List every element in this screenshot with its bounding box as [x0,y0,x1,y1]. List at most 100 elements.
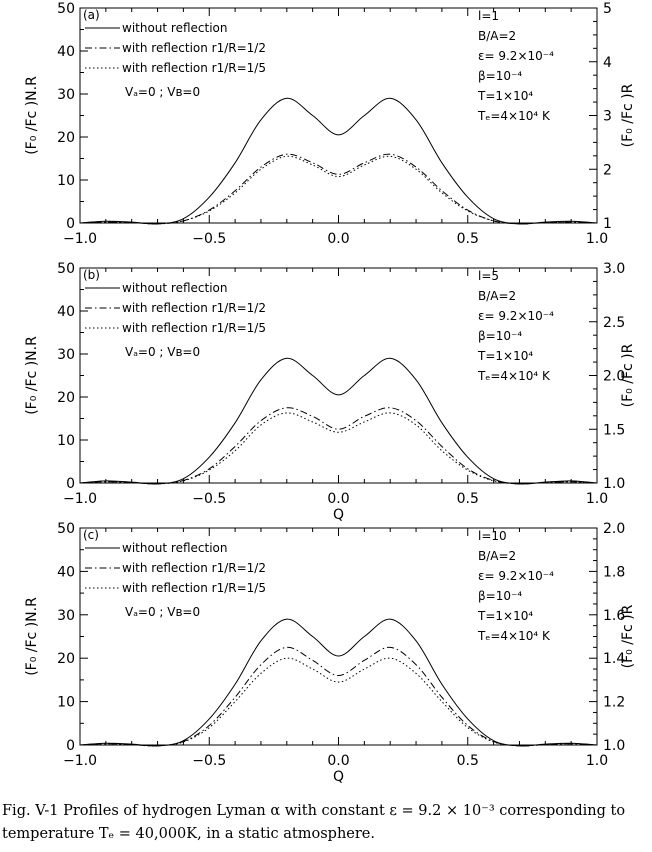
y-left-tick-label: 0 [66,738,75,754]
parameter-label: T=1×10⁴ [477,609,533,623]
parameter-label: l=1 [478,9,499,23]
y-right-tick-label: 4 [603,55,612,71]
panel-label: (b) [83,268,100,282]
y-right-tick-label: 1.0 [603,476,625,492]
y-right-tick-label: 1.0 [603,738,625,754]
y-left-tick-label: 40 [57,564,75,580]
y-left-tick-label: 0 [66,476,75,492]
parameter-label: Tₑ=4×10⁴ K [477,369,551,383]
legend-entry: with reflection r1/R=1/5 [122,321,266,335]
parameter-label: β=10⁻⁴ [478,69,522,83]
parameter-label: T=1×10⁴ [477,349,533,363]
y-left-tick-label: 20 [57,651,75,667]
figure-caption: Fig. V-1 Profiles of hydrogen Lyman α wi… [2,803,626,842]
x-tick-label: −1.0 [63,753,97,769]
series-line-dashdot [79,153,598,225]
y-left-tick-label: 50 [57,261,75,277]
y-left-axis-label: (F₀ /Fᴄ )N.R [24,336,40,415]
parameter-label: Tₑ=4×10⁴ K [477,109,551,123]
legend-entry: with reflection r1/R=1/5 [122,581,266,595]
series-line-dashdot [79,646,598,747]
parameter-label: B/A=2 [478,29,516,43]
velocity-note: Vₐ=0 ; Vʙ=0 [125,85,200,99]
x-tick-label: −0.5 [192,753,226,769]
legend-entry: with reflection r1/R=1/5 [122,61,266,75]
parameter-label: ε= 9.2×10⁻⁴ [478,569,554,583]
legend-entry: with reflection r1/R=1/2 [122,41,266,55]
y-right-tick-label: 5 [603,1,612,17]
y-right-tick-label: 1 [603,216,612,232]
parameter-label: β=10⁻⁴ [478,329,522,343]
y-right-axis-label: (F₀ /Fᴄ )R [620,604,636,668]
y-left-tick-label: 10 [57,173,75,189]
y-right-axis-label: (F₀ /Fᴄ )R [620,83,636,147]
panel-a: −1.0 −0.5 0.0 0.5 1.0 0 10 20 30 40 50 1 2 3 4 5 (F₀ /Fᴄ… [24,1,636,247]
y-left-tick-label: 30 [57,347,75,363]
x-tick-label: −1.0 [63,231,97,247]
y-left-tick-label: 30 [57,608,75,624]
x-axis-label: Q [333,769,344,785]
y-right-tick-label: 1.5 [603,422,625,438]
x-tick-label: −0.5 [192,231,226,247]
y-left-tick-label: 30 [57,87,75,103]
parameter-label: B/A=2 [478,289,516,303]
y-left-tick-label: 20 [57,130,75,146]
x-axis-label: Q [333,507,344,523]
x-tick-label: 0.0 [327,491,349,507]
y-right-tick-label: 2.5 [603,315,625,331]
series-line-dotted [79,412,598,485]
x-tick-label: 0.5 [457,231,479,247]
series-line-dotted [79,657,598,747]
x-tick-label: 1.0 [586,491,608,507]
y-right-tick-label: 3 [603,109,612,125]
y-left-axis-label: (F₀ /Fᴄ )N.R [24,76,40,155]
x-tick-label: 0.0 [327,753,349,769]
legend-entry: without reflection [122,541,228,555]
x-tick-label: 0.5 [457,753,479,769]
series-line-dotted [79,155,598,225]
parameter-label: T=1×10⁴ [477,89,533,103]
y-left-tick-label: 50 [57,521,75,537]
legend-entry: with reflection r1/R=1/2 [122,561,266,575]
y-right-axis-label: (F₀ /Fᴄ )R [620,343,636,407]
parameter-label: Tₑ=4×10⁴ K [477,629,551,643]
y-right-tick-label: 1.8 [603,564,625,580]
x-tick-label: 1.0 [586,231,608,247]
parameter-label: β=10⁻⁴ [478,589,522,603]
x-tick-label: −0.5 [192,491,226,507]
y-left-axis-label: (F₀ /Fᴄ )N.R [24,597,40,676]
panel-b: −1.0 −0.5 0.0 0.5 1.0 0 10 20 30 40 50 1.0 1.5 2.0 2.5… [24,261,636,523]
y-left-tick-label: 20 [57,390,75,406]
parameter-label: B/A=2 [478,549,516,563]
y-left-tick-label: 50 [57,1,75,17]
x-tick-label: 0.0 [327,231,349,247]
y-left-tick-label: 40 [57,44,75,60]
series-line-dashdot [79,407,598,485]
parameter-label: l=5 [478,269,499,283]
parameter-label: ε= 9.2×10⁻⁴ [478,49,554,63]
legend-entry: without reflection [122,21,228,35]
velocity-note: Vₐ=0 ; Vʙ=0 [125,345,200,359]
x-tick-label: 1.0 [586,753,608,769]
y-left-tick-label: 0 [66,216,75,232]
legend-entry: without reflection [122,281,228,295]
panel-label: (c) [83,528,99,542]
x-tick-label: −1.0 [63,491,97,507]
y-left-tick-label: 40 [57,304,75,320]
y-left-tick-label: 10 [57,433,75,449]
y-left-tick-label: 10 [57,695,75,711]
y-right-tick-label: 2 [603,162,612,178]
y-right-tick-label: 2.0 [603,369,625,385]
legend-entry: with reflection r1/R=1/2 [122,301,266,315]
panel-c: −1.0 −0.5 0.0 0.5 1.0 0 10 20 30 40 50 1.0 1.2 1.4 1.6… [24,521,636,785]
parameter-label: l=10 [478,529,507,543]
y-right-tick-label: 1.6 [603,608,625,624]
parameter-label: ε= 9.2×10⁻⁴ [478,309,554,323]
x-tick-label: 0.5 [457,491,479,507]
y-right-tick-label: 1.4 [603,651,625,667]
y-right-tick-label: 2.0 [603,521,625,537]
figure-canvas: −1.0 −0.5 0.0 0.5 1.0 0 10 20 30 40 50 1 2 3 4 5 (F₀ /Fᴄ… [24,1,636,785]
y-right-tick-label: 3.0 [603,261,625,277]
panel-label: (a) [83,8,100,22]
y-right-tick-label: 1.2 [603,695,625,711]
